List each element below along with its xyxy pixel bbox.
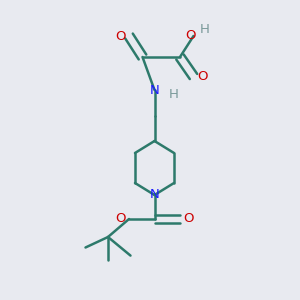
Text: O: O (197, 70, 208, 83)
Text: O: O (115, 212, 125, 226)
Text: O: O (184, 212, 194, 226)
Text: H: H (200, 23, 210, 36)
Text: N: N (150, 188, 159, 202)
Text: H: H (169, 88, 179, 101)
Text: N: N (150, 83, 159, 97)
Text: O: O (185, 28, 196, 42)
Text: O: O (115, 29, 125, 43)
